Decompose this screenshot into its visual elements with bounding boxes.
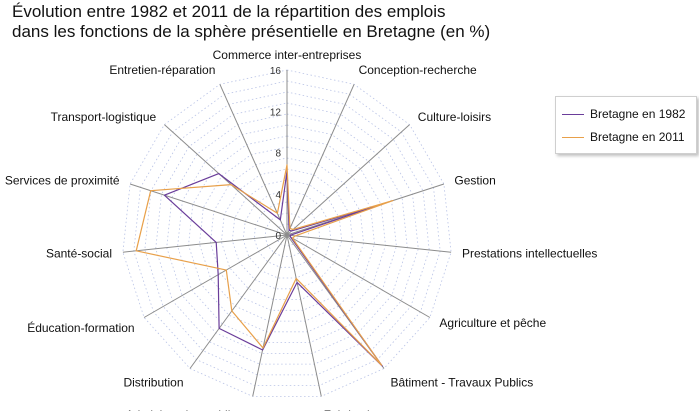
grid-ring (199, 146, 375, 322)
grid-ring (275, 223, 299, 247)
grid-ring (242, 190, 332, 279)
legend-swatch-1982 (562, 113, 584, 115)
series-line-1 (135, 164, 394, 366)
grid-ring (220, 168, 354, 301)
axis-spoke (286, 234, 322, 397)
grid-ring (144, 91, 430, 376)
axis-spoke (189, 234, 288, 369)
chart-title: Évolution entre 1982 et 2011 de la répar… (12, 2, 490, 42)
axis-spoke (286, 84, 355, 236)
axis-spoke (129, 183, 288, 236)
category-label: Services de proximité (5, 174, 120, 188)
category-label: Entretien-réparation (109, 63, 215, 77)
legend-item-2011: Bretagne en 2011 (562, 129, 685, 145)
radial-tick-label: 12 (270, 107, 282, 118)
radial-tick-label: 4 (275, 190, 281, 201)
axis-spoke (252, 234, 288, 397)
radial-tick-label: 8 (275, 149, 281, 160)
radial-tick-label: 16 (270, 66, 282, 77)
legend-item-1982: Bretagne en 1982 (562, 106, 685, 122)
series-line-0 (163, 170, 383, 367)
axis-spoke (143, 234, 288, 318)
grid-ring (231, 179, 343, 290)
legend-label-2011: Bretagne en 2011 (590, 130, 685, 144)
axis-spoke (164, 124, 288, 236)
category-label: Éducation-formation (27, 320, 134, 335)
chart-title-line-1: Évolution entre 1982 et 2011 de la répar… (12, 2, 446, 21)
chart-legend: Bretagne en 1982 Bretagne en 2011 (555, 96, 697, 154)
category-label: Santé-social (46, 246, 112, 260)
category-label: Agriculture et pêche (439, 316, 546, 330)
grid-ring (264, 212, 310, 257)
grid-ring (166, 113, 408, 354)
category-label: Gestion (454, 174, 495, 188)
category-label: Fabrication (324, 408, 383, 411)
grid-ring (133, 80, 441, 387)
chart-title-line-2: dans les fonctions de la sphère présenti… (12, 22, 491, 41)
axis-spoke (286, 124, 410, 236)
category-label: Culture-loisirs (418, 110, 491, 124)
radial-tick-label: 0 (275, 231, 281, 242)
axis-spoke (286, 234, 431, 318)
category-label: Commerce inter-entreprises (213, 48, 362, 62)
category-label: Conception-recherche (359, 63, 477, 77)
axis-spoke (122, 234, 288, 253)
grid-ring (155, 102, 419, 365)
axis-spoke (219, 84, 288, 236)
category-label: Distribution (123, 375, 183, 389)
axis-spoke (286, 234, 452, 253)
grid-ring (209, 157, 365, 311)
category-label: Prestations intellectuelles (462, 246, 597, 260)
legend-label-1982: Bretagne en 1982 (590, 107, 686, 121)
category-label: Bâtiment - Travaux Publics (391, 375, 534, 389)
grid-ring (188, 135, 386, 333)
legend-swatch-2011 (562, 136, 584, 138)
category-label: Transport-logistique (51, 110, 157, 124)
category-label: Administration publique (126, 408, 251, 411)
